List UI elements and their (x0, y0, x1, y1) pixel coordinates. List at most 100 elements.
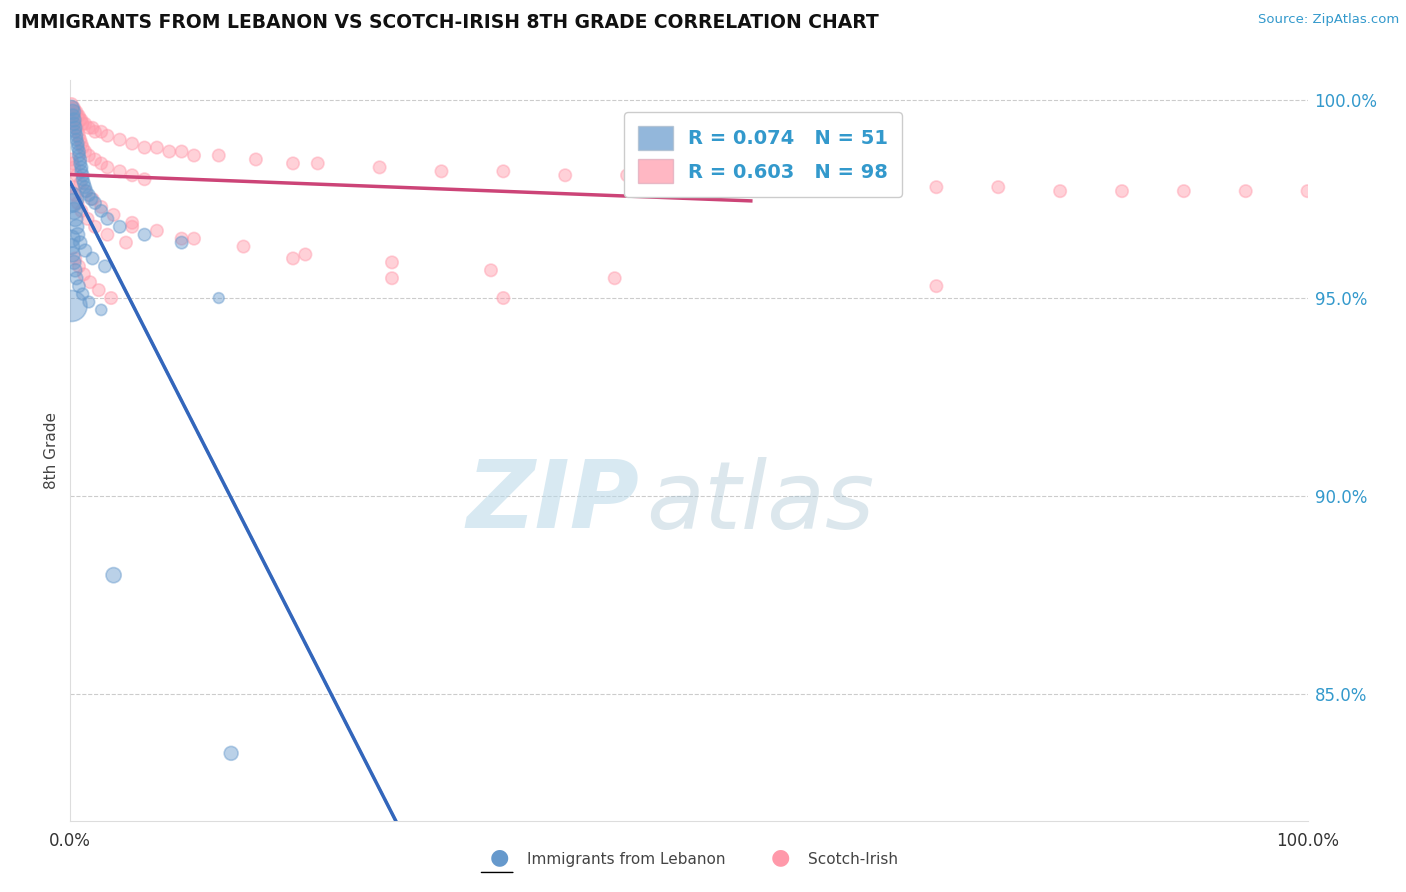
Point (103, 208, 125, 222)
Point (134, 140, 156, 154)
Point (67, 148, 90, 162)
Point (492, 291, 515, 305)
Point (63, 112, 86, 127)
Point (63, 203, 86, 218)
Point (72, 117, 94, 131)
Point (183, 232, 205, 246)
Legend: R = 0.074   N = 51, R = 0.603   N = 98: R = 0.074 N = 51, R = 0.603 N = 98 (624, 112, 903, 196)
Point (678, 172, 700, 186)
Point (121, 219, 143, 234)
Point (67, 109, 90, 123)
Point (90, 200, 112, 214)
Point (69, 112, 91, 127)
Point (219, 747, 242, 761)
Point (72, 287, 94, 301)
Point (70, 136, 93, 151)
Point (146, 224, 169, 238)
Point (82, 252, 104, 266)
Point (170, 145, 193, 159)
Point (62, 109, 84, 123)
Point (67, 260, 90, 274)
Point (65, 105, 87, 120)
Point (925, 279, 948, 293)
Point (65, 211, 87, 226)
Text: ZIP: ZIP (467, 457, 640, 549)
Point (307, 156, 329, 170)
Point (554, 169, 576, 183)
Point (62, 180, 84, 194)
Point (77, 120, 100, 135)
Point (94, 260, 117, 274)
Point (170, 235, 193, 250)
Point (62, 156, 84, 170)
Point (84, 219, 107, 234)
Point (72, 169, 94, 183)
Point (430, 164, 453, 178)
Point (63, 255, 86, 269)
Point (65, 120, 87, 135)
Point (69, 235, 91, 250)
Point (96, 161, 118, 175)
Point (66, 109, 89, 123)
Point (69, 156, 91, 170)
Point (121, 216, 143, 230)
Point (208, 148, 231, 162)
Point (65, 252, 87, 266)
Point (294, 247, 316, 261)
Point (103, 568, 125, 582)
Point (115, 235, 138, 250)
Point (1049, 184, 1071, 198)
Point (90, 203, 112, 218)
Point (134, 227, 156, 242)
Point (801, 176, 824, 190)
Point (63, 112, 86, 127)
Point (69, 153, 91, 167)
Point (65, 125, 87, 139)
Point (62, 196, 84, 211)
Point (65, 188, 87, 202)
Point (281, 252, 304, 266)
Point (96, 128, 118, 143)
Point (1173, 184, 1195, 198)
Point (90, 302, 112, 317)
Point (66, 125, 89, 139)
Point (65, 105, 87, 120)
Point (84, 196, 107, 211)
Point (90, 156, 112, 170)
Point (381, 255, 404, 269)
Text: Scotch-Irish: Scotch-Irish (808, 852, 898, 867)
Point (925, 180, 948, 194)
Point (69, 133, 91, 147)
Point (82, 120, 104, 135)
Point (1111, 184, 1133, 198)
Point (72, 140, 94, 154)
Point (245, 153, 267, 167)
Point (157, 145, 180, 159)
Point (66, 136, 89, 151)
Point (170, 232, 193, 246)
Point (479, 263, 502, 277)
Point (603, 271, 626, 285)
Point (146, 140, 169, 154)
Point (67, 279, 90, 293)
Point (77, 188, 100, 202)
Point (77, 295, 100, 310)
Point (60, 232, 83, 246)
Point (80, 192, 103, 206)
Point (65, 219, 87, 234)
Point (63, 101, 86, 115)
Point (108, 219, 131, 234)
Point (66, 140, 89, 154)
Point (62, 109, 84, 123)
Point (75, 244, 97, 258)
Point (208, 291, 231, 305)
Point (100, 291, 122, 305)
Point (76, 211, 98, 226)
Text: Immigrants from Lebanon: Immigrants from Lebanon (527, 852, 725, 867)
Point (863, 176, 886, 190)
Point (60, 97, 83, 112)
Point (60, 239, 83, 253)
Point (60, 299, 83, 313)
Point (65, 271, 87, 285)
Point (121, 169, 143, 183)
